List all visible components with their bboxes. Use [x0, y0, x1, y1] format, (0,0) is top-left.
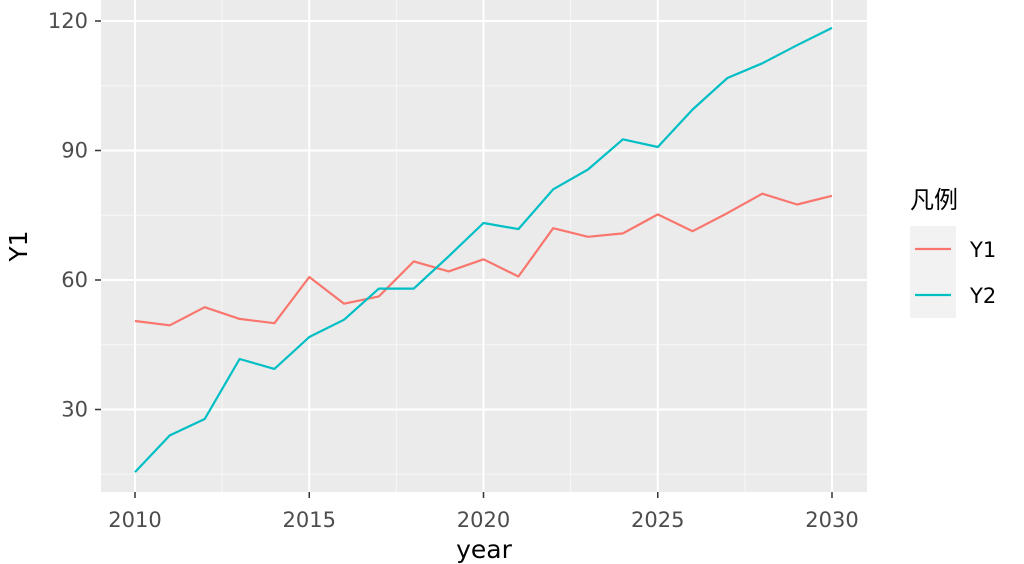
x-tick-label: 2015: [283, 508, 336, 532]
legend-label: Y2: [969, 284, 996, 308]
legend-title: 凡例: [910, 186, 958, 214]
legend: 凡例 Y1 Y2: [910, 186, 996, 318]
x-tick-label: 2025: [631, 508, 684, 532]
x-tick-label: 2010: [108, 508, 161, 532]
major-gridlines: [101, 0, 867, 492]
series-line-y1: [134, 192, 833, 327]
y-tick-label: 120: [48, 9, 88, 33]
legend-items: Y1 Y2: [910, 226, 996, 318]
x-tick-label: 2030: [805, 508, 858, 532]
x-axis-title: year: [456, 535, 512, 564]
x-tick-label: 2020: [457, 508, 510, 532]
y-tick-label: 90: [61, 139, 88, 163]
y-tick-label: 60: [61, 268, 88, 292]
series-line-y2: [134, 26, 833, 473]
axis-ticks: [95, 20, 833, 498]
series-lines: [134, 26, 833, 473]
legend-label: Y1: [969, 238, 996, 262]
tick-labels: 2010 2015 2020 2025 2030 30 60 90 120: [48, 9, 859, 532]
y-tick-label: 30: [61, 398, 88, 422]
y-axis-title: Y1: [4, 230, 33, 262]
